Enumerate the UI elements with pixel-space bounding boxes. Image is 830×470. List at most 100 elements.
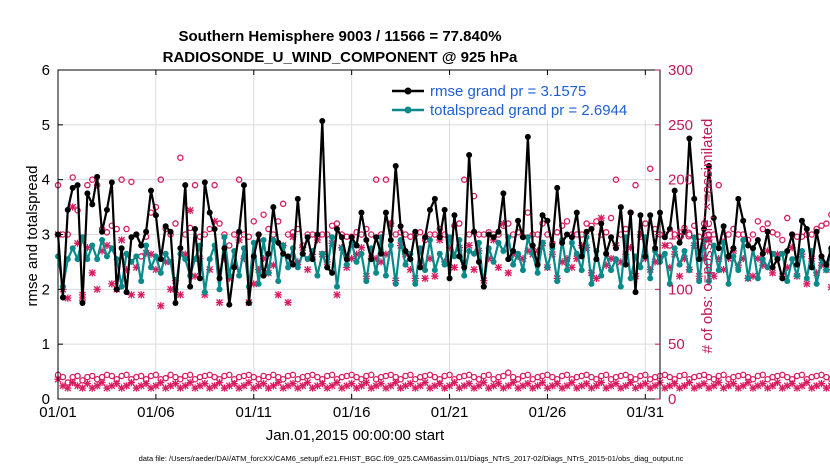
possible-point (333, 220, 341, 227)
assimilated_low-point (773, 378, 782, 387)
rmse-point (143, 228, 150, 235)
totalspread-point (759, 256, 766, 263)
possible_low-point (226, 371, 233, 379)
totalspread-point (754, 275, 761, 282)
rmse-point (754, 236, 761, 243)
rmse-point (133, 231, 140, 238)
rmse-point (720, 223, 727, 230)
totalspread-point (392, 280, 399, 287)
y-axis-left-label: rmse and totalspread (24, 166, 41, 307)
rmse-point (206, 209, 213, 216)
totalspread-point (387, 242, 394, 249)
assimilated-point (108, 280, 116, 288)
assimilated_low-stroke (827, 382, 830, 386)
totalspread-point (402, 261, 409, 268)
rmse-point (353, 242, 360, 249)
rmse-point (519, 234, 526, 241)
totalspread-point (201, 289, 208, 296)
possible-point (128, 178, 135, 186)
rmse-point (671, 187, 678, 194)
totalspread-point (573, 250, 580, 257)
rmse-point (495, 228, 502, 235)
rmse-point (118, 245, 125, 252)
assimilated_low-point (612, 380, 620, 388)
rmse-point (74, 182, 81, 189)
totalspread-point (138, 278, 145, 285)
totalspread-point (710, 242, 717, 249)
assimilated_low-point (480, 378, 488, 387)
possible_low-point (108, 372, 116, 380)
totalspread-point (363, 278, 370, 285)
totalspread-point (676, 261, 683, 268)
rmse-point (564, 231, 571, 238)
rmse-point (691, 195, 698, 202)
totalspread-point (789, 256, 796, 263)
totalspread-point (123, 250, 130, 257)
totalspread-point (157, 269, 164, 276)
totalspread-point (69, 245, 76, 252)
rmse-point (715, 245, 722, 252)
possible-point (177, 154, 184, 161)
possible_low-point (279, 376, 287, 383)
possible_low-point (162, 374, 169, 382)
rmse-point (637, 212, 644, 219)
y-right-tick-label: 150 (668, 227, 693, 244)
totalspread-point (666, 280, 673, 287)
assimilated_low-point (122, 382, 131, 390)
assimilated_low-point (685, 378, 693, 387)
possible-point (642, 220, 649, 227)
rmse-point (642, 253, 649, 260)
possible_low-point (152, 371, 160, 379)
rmse-point (676, 239, 683, 246)
rmse-point (250, 253, 257, 260)
legend: rmse grand pr = 3.1575 totalspread grand… (387, 78, 649, 120)
assimilated_low-point (357, 382, 366, 390)
assimilated_low-point (597, 378, 605, 387)
rmse-point (573, 209, 580, 216)
rmse-point (764, 228, 771, 235)
y-right-tick-label: 100 (668, 281, 693, 298)
possible_low-point (475, 376, 483, 383)
assimilated_low-point (299, 382, 307, 390)
rmse-point (794, 261, 801, 268)
legend-box (387, 78, 649, 120)
rmse-point (152, 212, 159, 219)
rmse-point (740, 217, 747, 224)
assimilated_low-point (803, 378, 811, 387)
rmse-point (285, 253, 292, 260)
rmse-point (539, 212, 546, 219)
totalspread-point (661, 250, 668, 257)
rmse-point (686, 135, 693, 142)
assimilated-point (88, 269, 96, 277)
assimilated_low-point (279, 384, 287, 392)
rmse-point (79, 300, 86, 307)
rmse-point (216, 275, 223, 282)
rmse-point (549, 242, 556, 249)
totalspread-point (133, 253, 140, 260)
rmse-point (108, 179, 115, 186)
assimilated_low-point (445, 382, 454, 390)
rmse-point (485, 231, 492, 238)
assimilated_low-point (269, 382, 277, 390)
y-left-tick-label: 6 (42, 62, 50, 79)
rmse-point (461, 264, 468, 271)
rmse-point (534, 261, 541, 268)
assimilated-point (157, 302, 165, 310)
possible_low-point (632, 376, 639, 383)
possible_low-point (759, 371, 767, 379)
x-tick-label: 01/16 (333, 404, 371, 421)
totalspread-point (779, 250, 786, 257)
assimilated_low-point (568, 378, 576, 387)
rmse-point (128, 234, 135, 241)
x-tick-label: 01/21 (431, 404, 469, 421)
totalspread-point (715, 267, 722, 274)
assimilated-point (470, 265, 478, 274)
rmse-point (348, 234, 355, 241)
assimilated-point (333, 291, 341, 299)
rmse-point (324, 264, 331, 271)
possible_low-point (500, 372, 507, 380)
totalspread-point (353, 258, 360, 265)
rmse-point (417, 264, 424, 271)
rmse-point (103, 206, 110, 213)
rmse-point (397, 223, 404, 230)
